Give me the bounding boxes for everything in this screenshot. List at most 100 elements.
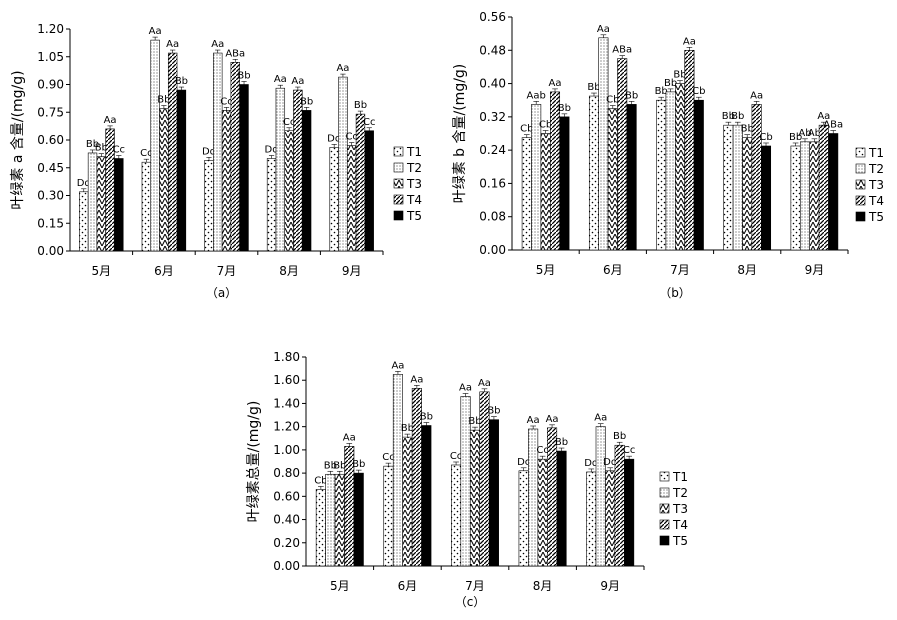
significance-label: Cc bbox=[140, 148, 152, 159]
chart-panel-a: 0.00 0.15 0.30 0.45 0.60 0.75 0.90 1.05 1.20 叶绿素 … bbox=[10, 22, 422, 300]
bar-t1-2 bbox=[588, 95, 599, 251]
bar-t4-5 bbox=[818, 124, 829, 251]
legend-label-t2: T2 bbox=[672, 486, 688, 500]
x-category-label: 7月 bbox=[670, 263, 690, 277]
legend-label-t2: T2 bbox=[406, 161, 422, 175]
bar-t1-1 bbox=[521, 137, 532, 251]
significance-label: Bb bbox=[420, 412, 433, 423]
legend-label-t3: T3 bbox=[672, 502, 688, 516]
bar-t2-2 bbox=[598, 37, 609, 251]
panel-label: （c） bbox=[455, 595, 486, 609]
significance-label: Aab bbox=[527, 90, 546, 101]
chart-panel-c: 0.00 0.20 0.40 0.60 0.80 1.00 1.20 1.40 1.60 1.80… bbox=[246, 350, 688, 609]
bar-t5-2 bbox=[176, 89, 187, 252]
significance-label: Ab bbox=[798, 128, 811, 139]
significance-label: Cb bbox=[692, 86, 705, 97]
significance-label: Bb bbox=[354, 100, 367, 111]
bar-t2-4 bbox=[732, 124, 743, 251]
legend-swatch-t1 bbox=[393, 146, 404, 157]
bar-t5-2 bbox=[626, 104, 637, 251]
x-category-label: 6月 bbox=[603, 263, 623, 277]
significance-label: Cb bbox=[539, 120, 552, 131]
y-tick-label: 0.32 bbox=[479, 110, 506, 124]
legend-swatch-t5 bbox=[659, 535, 670, 546]
legend-swatch-t1 bbox=[855, 147, 866, 158]
y-tick-label: 1.60 bbox=[273, 373, 300, 387]
legend-swatch-t2 bbox=[393, 162, 404, 173]
bar-t2-5 bbox=[799, 141, 810, 251]
significance-label: Bb bbox=[468, 416, 481, 427]
legend-label-t1: T1 bbox=[672, 470, 688, 484]
significance-label: Cb bbox=[520, 124, 533, 135]
x-category-label: 6月 bbox=[154, 264, 174, 278]
bar-t1-4 bbox=[518, 470, 529, 567]
bar-t5-2 bbox=[421, 425, 432, 567]
legend-label-t5: T5 bbox=[406, 209, 422, 223]
x-category-label: 8月 bbox=[533, 579, 553, 593]
y-tick-label: 0.56 bbox=[479, 10, 506, 24]
significance-label: Aa bbox=[459, 382, 472, 393]
y-axis-title: 叶绿素 b 含量/(mg/g) bbox=[452, 64, 468, 204]
significance-label: Cc bbox=[363, 117, 375, 128]
y-tick-label: 1.05 bbox=[37, 50, 64, 64]
bar-t5-1 bbox=[114, 158, 124, 252]
x-category-label: 7月 bbox=[217, 264, 237, 278]
significance-label: Aa bbox=[527, 415, 540, 426]
significance-label: Aa bbox=[683, 36, 696, 47]
bar-t4-2 bbox=[617, 58, 628, 251]
significance-label: Bb bbox=[401, 423, 414, 434]
significance-label: Bb bbox=[95, 143, 108, 154]
bar-t1-3 bbox=[451, 464, 462, 567]
bar-t4-4 bbox=[293, 89, 303, 252]
significance-label: Bb bbox=[613, 431, 626, 442]
bar-t1-3 bbox=[204, 160, 214, 252]
significance-label: Bb bbox=[664, 78, 677, 89]
bar-t5-3 bbox=[488, 419, 499, 567]
y-tick-label: 0.08 bbox=[479, 210, 506, 224]
significance-label: Dc bbox=[517, 457, 530, 468]
legend-label-t4: T4 bbox=[672, 518, 688, 532]
bar-t3-3 bbox=[221, 110, 232, 252]
significance-label: Cb bbox=[759, 132, 772, 143]
legend-swatch-t2 bbox=[659, 487, 670, 498]
panel-label: （a） bbox=[206, 286, 237, 300]
significance-label: Cc bbox=[623, 445, 635, 456]
bar-t4-5 bbox=[614, 444, 625, 567]
bar-t3-5 bbox=[809, 141, 820, 251]
significance-label: Bb bbox=[487, 406, 500, 417]
significance-label: Dd bbox=[265, 145, 279, 156]
legend-label-t3: T3 bbox=[868, 178, 884, 192]
bar-t2-1 bbox=[87, 152, 98, 252]
x-category-label: 9月 bbox=[600, 579, 620, 593]
bar-t5-5 bbox=[364, 130, 374, 252]
significance-label: Bb bbox=[722, 111, 735, 122]
significance-label: Bb bbox=[587, 82, 600, 93]
x-category-label: 5月 bbox=[536, 263, 556, 277]
bar-t1-4 bbox=[266, 158, 277, 252]
y-tick-label: 0.90 bbox=[37, 78, 64, 92]
bar-t3-3 bbox=[674, 83, 686, 251]
significance-label: Aa bbox=[750, 90, 763, 101]
significance-label: Bb bbox=[324, 460, 337, 471]
bar-t3-4 bbox=[742, 137, 753, 251]
bar-t3-5 bbox=[605, 470, 616, 567]
bar-t3-2 bbox=[402, 436, 413, 567]
significance-label: Cc bbox=[113, 145, 125, 156]
y-tick-label: 0.00 bbox=[479, 243, 506, 257]
legend-label-t1: T1 bbox=[406, 145, 422, 159]
significance-label: Ab bbox=[808, 128, 821, 139]
bar-t2-2 bbox=[392, 374, 403, 567]
significance-label: Bb bbox=[789, 132, 802, 143]
significance-label: Cc bbox=[382, 452, 394, 463]
legend-swatch-t5 bbox=[393, 210, 404, 221]
significance-label: Aa bbox=[336, 63, 349, 74]
bar-t3-2 bbox=[159, 108, 169, 252]
y-tick-label: 0.60 bbox=[273, 489, 300, 503]
significance-label: Bb bbox=[157, 95, 170, 106]
y-tick-label: 0.40 bbox=[273, 513, 300, 527]
legend-label-t2: T2 bbox=[868, 162, 884, 176]
significance-label: Bb bbox=[300, 96, 313, 107]
bar-t1-5 bbox=[586, 471, 597, 567]
bar-t3-4 bbox=[537, 458, 548, 567]
